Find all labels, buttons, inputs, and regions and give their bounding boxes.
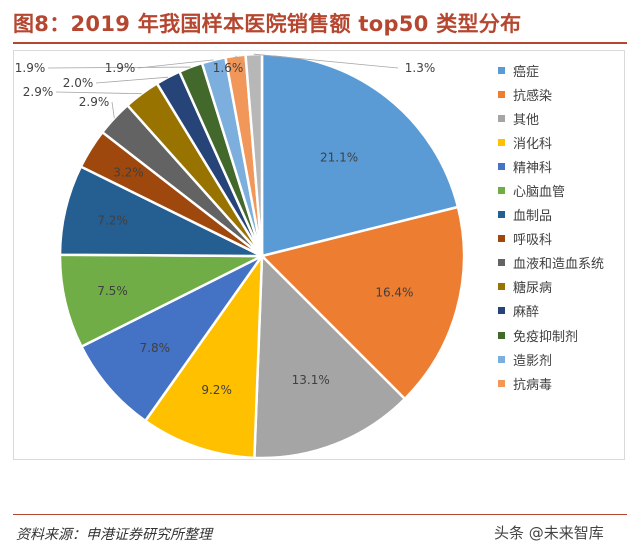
legend-swatch	[498, 211, 505, 219]
legend-swatch	[498, 331, 505, 339]
legend-item: 免疫抑制剂	[498, 323, 604, 347]
legend-label: 癌症	[513, 64, 540, 80]
legend-swatch	[498, 283, 505, 291]
legend-item: 其他	[498, 106, 604, 130]
legend-item: 消化科	[498, 130, 604, 154]
leader-line	[55, 91, 142, 95]
legend-swatch	[498, 114, 505, 122]
legend-item: 麻醉	[498, 299, 604, 323]
legend-swatch	[498, 138, 505, 146]
legend-label: 消化科	[513, 136, 553, 152]
legend-swatch	[498, 187, 505, 195]
legend-item: 呼吸科	[498, 227, 604, 251]
slice-data-label: 2.0%	[63, 76, 94, 90]
pie-slice	[79, 254, 264, 423]
legend-swatch	[498, 235, 505, 243]
chart-title: 图8：2019 年我国样本医院销售额 top50 类型分布	[13, 12, 522, 36]
leader-line	[95, 76, 169, 84]
pie-slice	[143, 251, 264, 460]
leader-line	[137, 59, 214, 69]
chart-frame	[13, 50, 625, 460]
watermark: 头条 @未来智库	[494, 524, 604, 542]
legend-label: 其他	[513, 112, 540, 128]
legend-swatch	[498, 379, 505, 387]
pie-slice	[253, 253, 407, 460]
pie-slice	[58, 253, 263, 349]
pie-slice	[260, 52, 460, 258]
legend-item: 精神科	[498, 154, 604, 178]
slice-data-label: 9.2%	[201, 383, 232, 397]
legend-label: 血制品	[513, 209, 553, 225]
slice-data-label: 13.1%	[292, 373, 330, 387]
legend-label: 抗病毒	[513, 377, 553, 393]
legend-label: 呼吸科	[513, 233, 553, 249]
leader-line	[253, 53, 399, 69]
legend-swatch	[498, 162, 505, 170]
slice-data-label: 7.8%	[140, 341, 171, 355]
legend-swatch	[498, 307, 505, 315]
source-note: 资料来源：申港证券研究所整理	[16, 527, 212, 543]
slice-data-label: 7.2%	[97, 214, 128, 228]
slice-data-label: 2.9%	[23, 85, 54, 99]
pie-slice	[259, 205, 466, 401]
legend-swatch	[498, 66, 505, 74]
legend-item: 抗感染	[498, 82, 604, 106]
legend-item: 糖尿病	[498, 275, 604, 299]
slice-data-label: 1.6%	[213, 61, 244, 75]
leader-line	[47, 66, 191, 69]
footer-divider	[13, 514, 627, 515]
legend-item: 癌症	[498, 58, 604, 82]
legend-label: 造影剂	[513, 353, 553, 369]
legend-label: 麻醉	[513, 305, 540, 321]
legend-label: 抗感染	[513, 88, 553, 104]
leader-line	[235, 55, 247, 69]
legend-swatch	[498, 90, 505, 98]
legend-label: 心脑血管	[513, 185, 566, 201]
legend-swatch	[498, 259, 505, 267]
legend-label: 血液和造血系统	[513, 257, 605, 273]
leader-line	[111, 101, 115, 119]
legend-label: 精神科	[513, 160, 553, 176]
slice-data-label: 1.3%	[405, 61, 436, 75]
chart-legend: 癌症抗感染其他消化科精神科心脑血管血制品呼吸科血液和造血系统 糖尿病麻醉免疫抑制剂…	[498, 58, 604, 395]
legend-item: 心脑血管	[498, 178, 604, 202]
slice-data-label: 21.1%	[320, 150, 358, 164]
legend-item: 血制品	[498, 203, 604, 227]
slice-data-label: 16.4%	[375, 286, 413, 300]
legend-item: 血液和造血系统	[498, 251, 604, 275]
slice-data-label: 2.9%	[79, 95, 110, 109]
legend-swatch	[498, 355, 505, 363]
legend-item: 抗病毒	[498, 371, 604, 395]
title-divider	[13, 42, 627, 44]
slice-data-label: 3.2%	[113, 165, 144, 179]
legend-label: 糖尿病	[513, 281, 553, 297]
slice-data-label: 7.5%	[97, 284, 128, 298]
legend-item: 造影剂	[498, 347, 604, 371]
legend-label: 免疫抑制剂	[513, 329, 579, 345]
slice-data-label: 1.9%	[105, 61, 136, 75]
slice-data-label: 1.9%	[15, 61, 46, 75]
